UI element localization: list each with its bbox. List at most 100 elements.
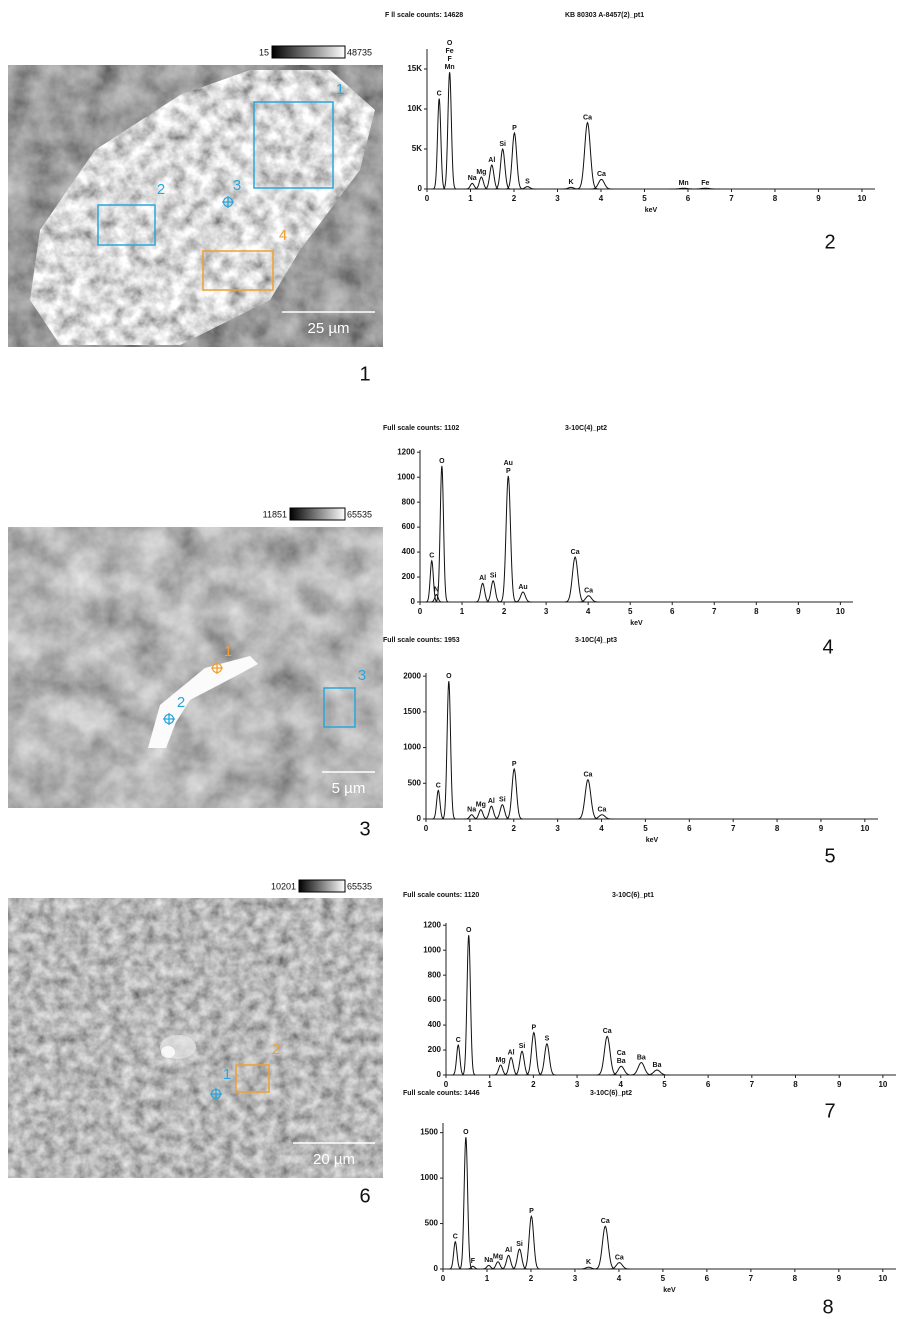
y-tick-label: 600 bbox=[428, 995, 442, 1004]
x-tick-label: 7 bbox=[750, 1080, 755, 1089]
peak bbox=[506, 133, 524, 189]
element-label: Al bbox=[488, 798, 495, 805]
x-tick-label: 6 bbox=[687, 824, 692, 833]
y-tick-label: 2000 bbox=[403, 671, 421, 680]
peak bbox=[577, 780, 600, 819]
element-label: P bbox=[529, 1208, 534, 1215]
x-tick-label: 2 bbox=[502, 607, 507, 616]
element-label: F bbox=[447, 56, 452, 63]
peak bbox=[449, 1242, 462, 1269]
x-tick-label: 1 bbox=[487, 1080, 492, 1089]
x-tick-label: 10 bbox=[857, 194, 866, 203]
peak bbox=[596, 1036, 619, 1075]
panel-label: 5 bbox=[824, 845, 835, 867]
x-axis-label: keV bbox=[630, 620, 643, 627]
x-tick-label: 1 bbox=[485, 1274, 490, 1283]
x-tick-label: 10 bbox=[878, 1080, 887, 1089]
spectrum-header: Full scale counts: 1120 bbox=[403, 892, 479, 899]
element-label: Mn bbox=[445, 64, 455, 71]
peak bbox=[514, 592, 532, 602]
element-label: Fe bbox=[701, 180, 709, 187]
peak bbox=[433, 99, 446, 189]
x-axis-label: keV bbox=[645, 207, 658, 214]
element-label: Ca bbox=[584, 588, 593, 595]
peak bbox=[426, 561, 439, 602]
element-label: O bbox=[447, 40, 453, 47]
marker-label: 2 bbox=[177, 694, 185, 711]
element-label: Al bbox=[488, 157, 495, 164]
x-tick-label: 4 bbox=[617, 1274, 622, 1283]
x-tick-label: 5 bbox=[661, 1274, 666, 1283]
element-label: Mg bbox=[476, 169, 486, 176]
x-tick-label: 1 bbox=[460, 607, 465, 616]
colorbar bbox=[290, 508, 345, 520]
element-label: Ba bbox=[653, 1062, 662, 1069]
colorbar bbox=[299, 880, 345, 892]
spectrum-header: F ll scale counts: 14628 bbox=[385, 12, 463, 19]
colorbar-min: 10201 bbox=[271, 881, 296, 891]
peak bbox=[462, 935, 476, 1075]
element-label: K bbox=[586, 1259, 591, 1266]
peak bbox=[432, 790, 445, 819]
y-tick-label: 1000 bbox=[423, 945, 441, 954]
element-label: P bbox=[506, 468, 511, 475]
y-tick-label: 400 bbox=[428, 1020, 442, 1029]
spectrum-title: 3-10C(6)_pt2 bbox=[590, 1090, 632, 1097]
x-tick-label: 3 bbox=[573, 1274, 578, 1283]
colorbar-max: 48735 bbox=[347, 47, 372, 57]
spectrum-title: KB 80303 A-8457(2)_pt1 bbox=[565, 12, 644, 19]
x-tick-label: 8 bbox=[754, 607, 759, 616]
element-label: C bbox=[429, 553, 434, 560]
element-label: Si bbox=[499, 141, 506, 148]
element-label: Si bbox=[490, 573, 497, 580]
panel-label: 7 bbox=[824, 1100, 835, 1122]
element-label: O bbox=[446, 673, 452, 680]
y-tick-label: 15K bbox=[407, 64, 422, 73]
y-tick-label: 0 bbox=[411, 597, 416, 606]
element-label: Mn bbox=[679, 180, 689, 187]
x-tick-label: 0 bbox=[444, 1080, 449, 1089]
spectrum-title: 3-10C(4)_pt2 bbox=[565, 425, 607, 432]
x-tick-label: 4 bbox=[599, 194, 604, 203]
peak bbox=[522, 1216, 540, 1269]
x-tick-label: 7 bbox=[749, 1274, 754, 1283]
sem-background bbox=[8, 898, 383, 1178]
element-label: O bbox=[466, 927, 472, 934]
x-tick-label: 4 bbox=[619, 1080, 624, 1089]
x-tick-label: 7 bbox=[712, 607, 717, 616]
peak bbox=[538, 1044, 557, 1075]
element-label: Ca bbox=[583, 772, 592, 779]
peak bbox=[505, 769, 523, 819]
y-tick-label: 1200 bbox=[423, 920, 441, 929]
element-label: Ca bbox=[597, 171, 606, 178]
scale-bar-label: 25 µm bbox=[308, 320, 350, 337]
x-tick-label: 9 bbox=[816, 194, 821, 203]
panel-label: 4 bbox=[822, 636, 833, 658]
y-tick-label: 500 bbox=[425, 1219, 439, 1228]
x-tick-label: 8 bbox=[773, 194, 778, 203]
x-tick-label: 5 bbox=[628, 607, 633, 616]
y-tick-label: 800 bbox=[428, 970, 442, 979]
x-tick-label: 3 bbox=[575, 1080, 580, 1089]
marker-label: 1 bbox=[224, 643, 232, 660]
element-label: C bbox=[453, 1234, 458, 1241]
x-tick-label: 6 bbox=[670, 607, 675, 616]
element-label: Ba bbox=[637, 1054, 646, 1061]
element-label: Al bbox=[508, 1049, 515, 1056]
y-tick-label: 0 bbox=[417, 814, 422, 823]
x-tick-label: 0 bbox=[425, 194, 430, 203]
x-tick-label: 10 bbox=[836, 607, 845, 616]
x-tick-label: 2 bbox=[529, 1274, 534, 1283]
element-label: Ca bbox=[617, 1050, 626, 1057]
x-tick-label: 3 bbox=[555, 824, 560, 833]
x-tick-label: 6 bbox=[705, 1274, 710, 1283]
bright-spot bbox=[161, 1046, 175, 1058]
x-tick-label: 3 bbox=[544, 607, 549, 616]
peak bbox=[459, 1137, 473, 1269]
y-tick-label: 0 bbox=[434, 1264, 439, 1273]
y-tick-label: 1000 bbox=[403, 743, 421, 752]
element-label: Al bbox=[479, 575, 486, 582]
x-tick-label: 9 bbox=[819, 824, 824, 833]
x-tick-label: 2 bbox=[512, 824, 517, 833]
marker-label: 2 bbox=[272, 1041, 280, 1058]
